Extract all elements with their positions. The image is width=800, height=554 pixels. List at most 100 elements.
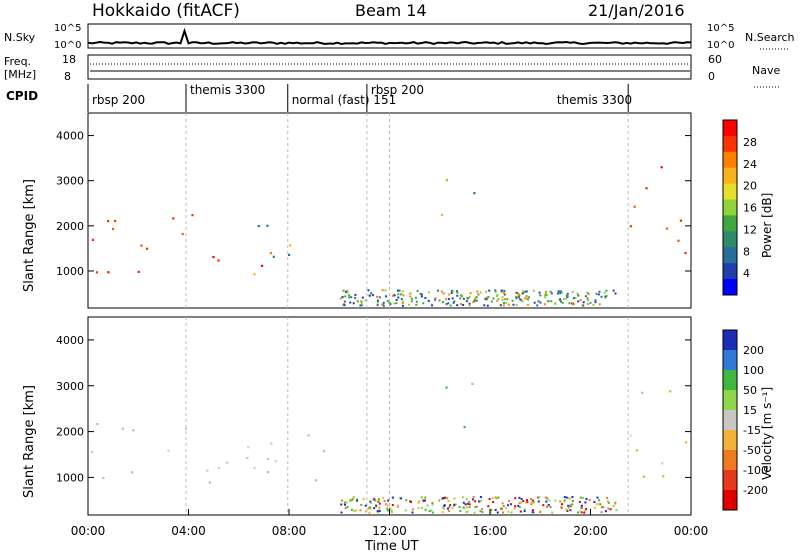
power-cell [515,304,518,307]
velocity-cell [398,497,401,500]
velocity-cell [502,505,505,508]
colorbar-swatch [723,215,737,232]
colorbar-tick-label: 12 [743,223,757,236]
power-cell [539,301,542,304]
velocity-cell [607,501,610,504]
power-cell [577,294,580,297]
velocity-cell [184,427,188,430]
colorbar-swatch [723,247,737,264]
velocity-cell [600,511,603,514]
power-cell [479,291,482,294]
nsearch-label: N.Search [745,31,795,44]
velocity-cell [523,510,526,513]
velocity-cell [466,510,469,513]
velocity-cell [377,500,380,503]
power-cell [633,205,636,208]
velocity-cell [474,500,477,503]
cpid-segment-label: rbsp 200 [92,93,145,107]
power-cell [562,297,565,300]
power-cell [287,253,291,256]
power-cell [543,303,546,306]
y-tick-label: 2000 [56,220,84,233]
velocity-cell [560,506,563,509]
power-cell [91,238,95,241]
power-cell [343,300,346,303]
colorbar-swatch [723,470,737,491]
velocity-cell [472,498,475,501]
power-cbar-label: Power [dB] [760,193,774,258]
power-cell [546,300,549,303]
velocity-cell [531,499,534,502]
velocity-cell [428,510,431,513]
power-cell [360,300,363,303]
velocity-cell [465,498,468,501]
power-cell [447,302,450,305]
velocity-cell [514,497,517,500]
velocity-cell [606,500,609,503]
colorbar-tick-label: 24 [743,158,757,171]
power-cell [344,295,347,298]
velocity-cell [588,499,591,502]
power-cell [436,289,439,292]
power-cell [559,290,562,293]
power-cell [422,302,425,305]
velocity-cell [442,497,445,500]
velocity-cell [400,497,403,500]
power-cell [172,217,175,220]
power-cell [492,297,495,300]
power-cell [592,303,595,306]
velocity-cell [684,441,688,444]
power-cell [556,292,559,295]
velocity-cell [369,500,372,503]
power-cell [381,289,384,292]
power-cell [389,303,392,306]
velocity-ylabel: Slant Range [km] [22,385,37,498]
velocity-cell [537,500,540,503]
velocity-cell [377,498,380,501]
power-cell [459,297,462,300]
velocity-cell [390,511,393,514]
velocity-cell [307,434,310,437]
velocity-cell [554,499,557,502]
velocity-cell [602,506,605,509]
power-cell [604,296,607,299]
velocity-cell [561,503,564,506]
velocity-cell [593,501,596,504]
power-cell [441,301,444,304]
velocity-cell [604,510,607,513]
power-cell [549,290,552,293]
velocity-cell [525,501,528,504]
power-cell [494,289,497,292]
power-cell [503,301,506,304]
power-cell [181,232,184,236]
power-cell [571,302,574,305]
power-cell [559,292,562,295]
velocity-cell [96,422,99,426]
power-cell [521,292,524,295]
power-cell [544,294,547,297]
velocity-cell [382,496,385,499]
velocity-cell [274,460,277,463]
velocity-cell [548,499,551,502]
colorbar-swatch [723,330,737,351]
power-cell [371,294,374,297]
power-cell [594,299,597,302]
velocity-cell [565,508,568,511]
velocity-cell [487,505,490,508]
velocity-cell [478,500,481,503]
velocity-cell [396,504,399,507]
power-cell [346,289,349,292]
velocity-cell [208,481,211,484]
power-cell [485,298,488,301]
power-cell [561,291,564,294]
power-cell [515,297,518,300]
velocity-cell [453,497,456,500]
velocity-cell [206,469,209,472]
freq-tick-bottom: 8 [64,70,71,83]
power-plot: Slant Range [km] 1000 2000 3000 4000 28 24 20… [22,112,774,309]
velocity-cell [566,509,569,512]
power-cell [396,289,399,292]
colorbar-tick-label: 15 [743,404,757,417]
nave-tick-bottom: 0 [708,70,715,83]
velocity-cell [641,391,644,394]
